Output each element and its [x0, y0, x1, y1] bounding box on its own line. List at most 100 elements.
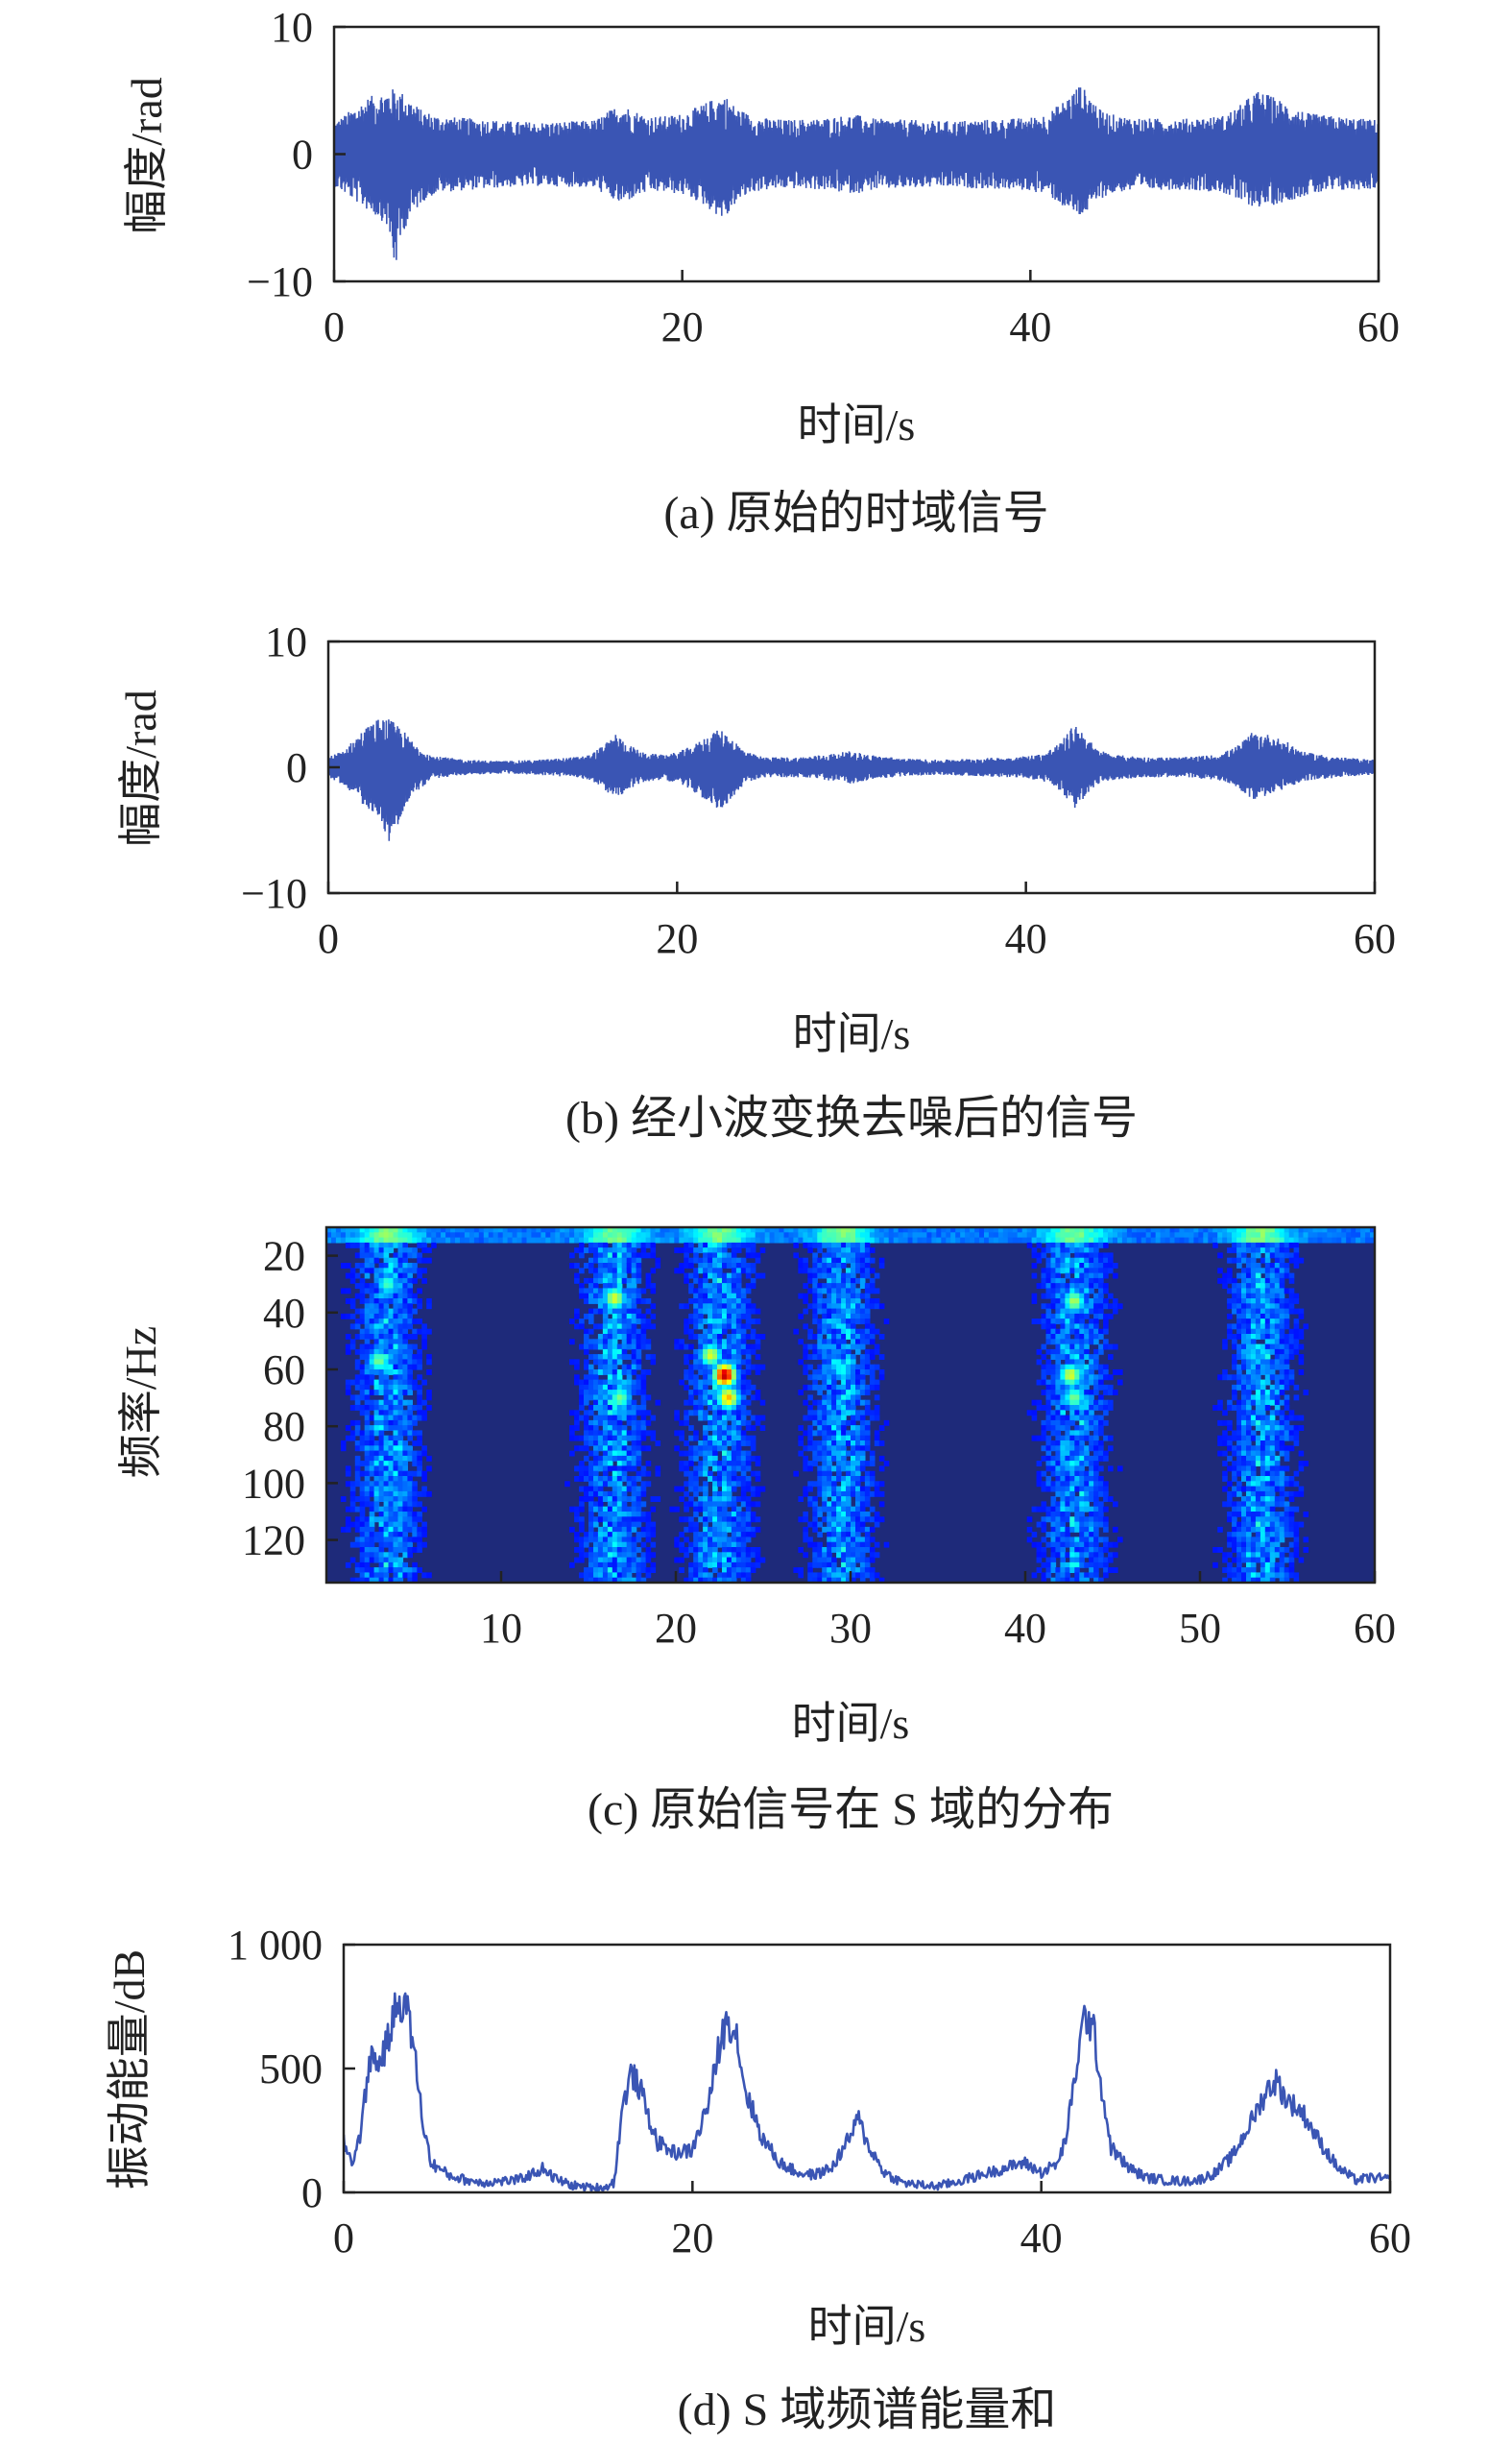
- heatmap-cell: [846, 1268, 852, 1274]
- heatmap-cell: [397, 1512, 404, 1517]
- heatmap-cell: [412, 1516, 418, 1523]
- heatmap-cell: [836, 1277, 842, 1284]
- heatmap-cell: [851, 1512, 856, 1517]
- heatmap-cell: [1060, 1298, 1066, 1304]
- heatmap-cell: [626, 1323, 633, 1330]
- heatmap-cell: [369, 1308, 375, 1315]
- heatmap-cell: [579, 1384, 585, 1391]
- heatmap-cell: [1098, 1237, 1104, 1244]
- heatmap-cell: [1036, 1405, 1043, 1411]
- heatmap-cell: [1103, 1384, 1109, 1391]
- heatmap-cell: [373, 1490, 380, 1497]
- heatmap-cell: [851, 1399, 856, 1406]
- heatmap-cell: [869, 1552, 876, 1559]
- heatmap-cell: [631, 1247, 637, 1253]
- heatmap-cell: [412, 1567, 418, 1573]
- heatmap-cell: [616, 1496, 623, 1502]
- heatmap-cell: [579, 1268, 585, 1274]
- heatmap-cell: [1103, 1547, 1109, 1553]
- heatmap-cell: [621, 1430, 628, 1437]
- heatmap-cell: [1055, 1430, 1061, 1437]
- heatmap-cell: [607, 1390, 613, 1395]
- heatmap-cell: [693, 1232, 699, 1239]
- heatmap-cell: [393, 1379, 399, 1386]
- heatmap-cell: [1065, 1263, 1070, 1269]
- heatmap-cell: [731, 1561, 737, 1568]
- heatmap-cell: [602, 1552, 609, 1559]
- heatmap-cell: [640, 1419, 647, 1426]
- heatmap-cell: [593, 1486, 599, 1492]
- heatmap-cell: [388, 1263, 395, 1269]
- heatmap-cell: [383, 1532, 390, 1537]
- heatmap-cell: [397, 1399, 404, 1406]
- heatmap-cell: [726, 1405, 732, 1411]
- heatmap-cell: [621, 1293, 628, 1299]
- heatmap-cell: [621, 1470, 628, 1477]
- heatmap-cell: [869, 1232, 876, 1239]
- heatmap-cell: [745, 1252, 752, 1259]
- heatmap-cell: [902, 1227, 909, 1233]
- heatmap-cell: [859, 1572, 866, 1579]
- heatmap-cell: [851, 1572, 856, 1579]
- heatmap-cell: [631, 1364, 637, 1370]
- heatmap-cell: [735, 1415, 742, 1421]
- heatmap-cell: [688, 1577, 694, 1584]
- heatmap-cell: [397, 1461, 404, 1466]
- heatmap-cell: [383, 1419, 390, 1426]
- heatmap-cell: [684, 1257, 689, 1264]
- heatmap-cell: [1065, 1435, 1070, 1441]
- heatmap-cell: [688, 1283, 694, 1289]
- heatmap-cell: [988, 1227, 995, 1233]
- heatmap-cell: [822, 1339, 828, 1345]
- heatmap-cell: [831, 1379, 837, 1386]
- heatmap-cell: [688, 1435, 694, 1441]
- heatmap-cell: [703, 1516, 708, 1523]
- heatmap-cell: [798, 1440, 804, 1446]
- heatmap-cell: [373, 1242, 380, 1248]
- heatmap-cell: [859, 1247, 866, 1253]
- heatmap-cell: [378, 1247, 385, 1253]
- heatmap-cell: [612, 1379, 618, 1386]
- heatmap-cell: [579, 1232, 585, 1239]
- heatmap-cell: [712, 1232, 718, 1239]
- heatmap-cell: [650, 1496, 657, 1502]
- heatmap-cell: [597, 1308, 604, 1315]
- heatmap-cell: [364, 1461, 371, 1466]
- heatmap-cell: [364, 1268, 371, 1274]
- heatmap-cell: [803, 1323, 808, 1330]
- heatmap-cell: [369, 1537, 375, 1543]
- heatmap-cell: [407, 1541, 413, 1548]
- heatmap-cell: [679, 1541, 684, 1548]
- heatmap-cell: [1069, 1415, 1075, 1421]
- heatmap-cell: [846, 1364, 852, 1370]
- heatmap-cell: [636, 1272, 642, 1279]
- heatmap-cell: [612, 1501, 618, 1508]
- heatmap-cell: [602, 1445, 609, 1452]
- heatmap-cell: [750, 1247, 756, 1253]
- heatmap-cell: [607, 1450, 613, 1457]
- heatmap-cell: [393, 1313, 399, 1319]
- heatmap-cell: [388, 1490, 395, 1497]
- heatmap-cell: [616, 1334, 623, 1340]
- heatmap-cell: [717, 1384, 723, 1391]
- heatmap-cell: [717, 1481, 723, 1488]
- heatmap-cell: [383, 1450, 390, 1457]
- heatmap-cell: [1060, 1384, 1066, 1391]
- heatmap-cell: [817, 1334, 823, 1340]
- heatmap-cell: [1113, 1263, 1118, 1269]
- heatmap-cell: [693, 1512, 699, 1517]
- heatmap-cell: [831, 1319, 837, 1324]
- heatmap-cell: [588, 1547, 594, 1553]
- heatmap-cell: [631, 1425, 637, 1431]
- heatmap-cell: [407, 1252, 413, 1259]
- heatmap-cell: [950, 1237, 956, 1244]
- heatmap-cell: [836, 1552, 842, 1559]
- heatmap-cell: [402, 1526, 408, 1533]
- heatmap-cell: [436, 1227, 442, 1233]
- heatmap-cell: [812, 1521, 818, 1528]
- heatmap-cell: [407, 1298, 413, 1304]
- heatmap-cell: [621, 1313, 628, 1319]
- heatmap-cell: [1093, 1298, 1099, 1304]
- heatmap-cell: [740, 1293, 747, 1299]
- heatmap-cell: [421, 1415, 427, 1421]
